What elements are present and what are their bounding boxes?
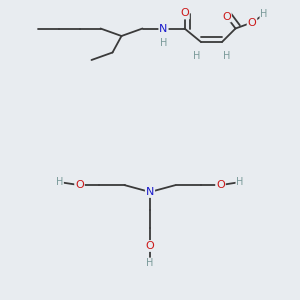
Text: O: O xyxy=(222,11,231,22)
Text: O: O xyxy=(146,241,154,251)
Text: H: H xyxy=(193,51,200,62)
Text: O: O xyxy=(248,17,256,28)
Text: H: H xyxy=(236,177,244,187)
Text: H: H xyxy=(223,51,230,62)
Text: H: H xyxy=(160,38,167,49)
Text: H: H xyxy=(146,258,154,268)
Text: N: N xyxy=(146,187,154,197)
Text: O: O xyxy=(75,180,84,190)
Text: N: N xyxy=(159,23,168,34)
Text: O: O xyxy=(180,8,189,19)
Text: H: H xyxy=(56,177,63,187)
Text: O: O xyxy=(216,180,225,190)
Text: H: H xyxy=(260,9,268,20)
